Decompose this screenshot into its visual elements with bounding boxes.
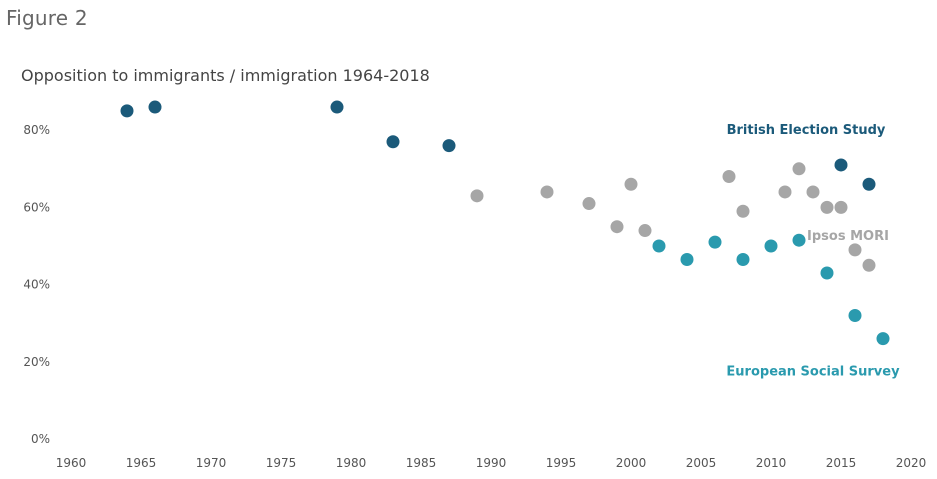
point-british-election-study <box>386 135 400 149</box>
point-ipsos-mori <box>848 243 862 257</box>
x-tick-label: 1975 <box>266 456 297 470</box>
point-ipsos-mori <box>610 220 624 234</box>
x-tick-label: 1985 <box>406 456 437 470</box>
point-european-social-survey <box>680 253 694 267</box>
point-european-social-survey <box>820 266 834 280</box>
y-tick-label: 0% <box>31 432 50 446</box>
x-tick-label: 1960 <box>56 456 87 470</box>
point-ipsos-mori <box>470 189 484 203</box>
y-tick-label: 20% <box>23 355 50 369</box>
point-british-election-study <box>120 104 134 118</box>
point-ipsos-mori <box>862 258 876 272</box>
chart-title: Opposition to immigrants / immigration 1… <box>21 66 430 85</box>
point-british-election-study <box>862 177 876 191</box>
data-points <box>120 100 890 346</box>
point-european-social-survey <box>736 253 750 267</box>
figure-label: Figure 2 <box>6 6 88 30</box>
point-european-social-survey <box>652 239 666 253</box>
point-ipsos-mori <box>820 200 834 214</box>
x-axis-ticks: 1960 1965 1970 1975 1980 1985 1990 1995 2000 2005… <box>56 456 927 470</box>
series-label: Ipsos MORI <box>807 229 889 244</box>
x-tick-label: 2010 <box>756 456 787 470</box>
point-ipsos-mori <box>806 185 820 199</box>
point-european-social-survey <box>848 308 862 322</box>
point-ipsos-mori <box>722 170 736 184</box>
point-european-social-survey <box>792 233 806 247</box>
y-tick-label: 40% <box>23 278 50 292</box>
y-tick-label: 80% <box>23 123 50 137</box>
point-british-election-study <box>330 100 344 114</box>
point-european-social-survey <box>708 235 722 249</box>
point-british-election-study <box>442 139 456 153</box>
point-european-social-survey <box>876 332 890 346</box>
x-tick-label: 2020 <box>896 456 927 470</box>
point-european-social-survey <box>764 239 778 253</box>
point-ipsos-mori <box>792 162 806 176</box>
point-ipsos-mori <box>778 185 792 199</box>
y-tick-label: 60% <box>23 200 50 214</box>
series-label: British Election Study <box>727 123 886 138</box>
point-british-election-study <box>148 100 162 114</box>
x-tick-label: 1995 <box>546 456 577 470</box>
series-labels: British Election Study Ipsos MORI European… <box>726 123 900 379</box>
point-ipsos-mori <box>736 204 750 218</box>
point-british-election-study <box>834 158 848 172</box>
point-ipsos-mori <box>582 197 596 211</box>
series-label: European Social Survey <box>726 364 900 379</box>
y-axis-ticks: 0% 20% 40% 60% 80% <box>23 123 50 446</box>
x-tick-label: 1980 <box>336 456 367 470</box>
x-tick-label: 2015 <box>826 456 857 470</box>
point-ipsos-mori <box>834 200 848 214</box>
point-ipsos-mori <box>540 185 554 199</box>
x-tick-label: 1970 <box>196 456 227 470</box>
point-ipsos-mori <box>638 224 652 238</box>
x-tick-label: 1965 <box>126 456 157 470</box>
x-tick-label: 1990 <box>476 456 507 470</box>
x-tick-label: 2000 <box>616 456 647 470</box>
point-ipsos-mori <box>624 177 638 191</box>
x-tick-label: 2005 <box>686 456 717 470</box>
